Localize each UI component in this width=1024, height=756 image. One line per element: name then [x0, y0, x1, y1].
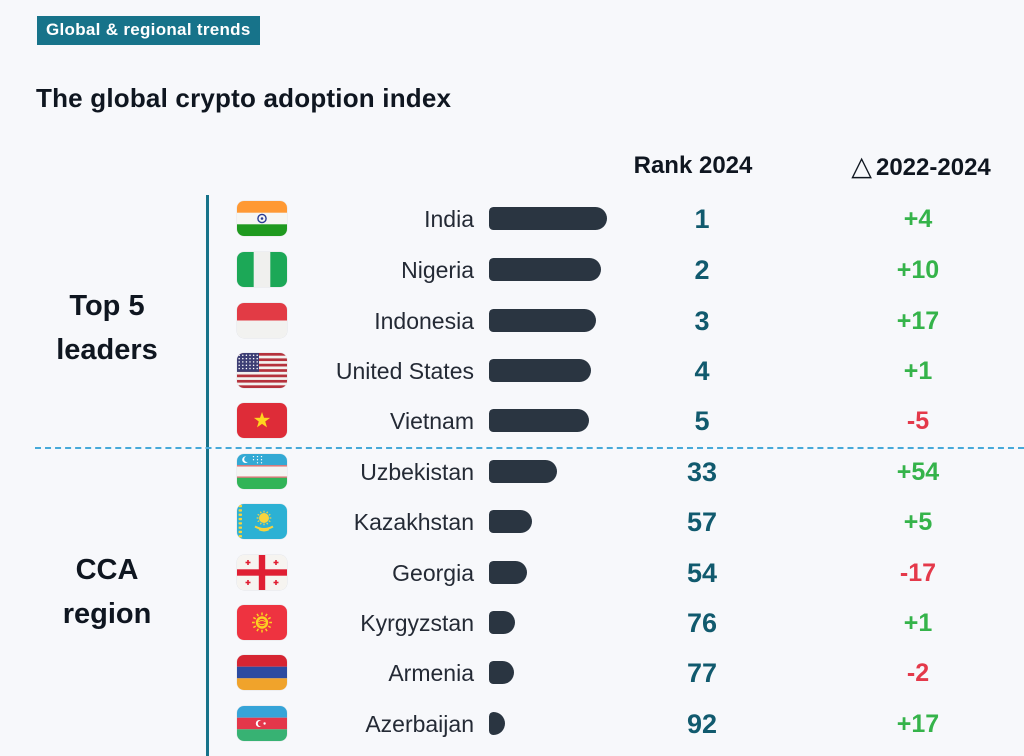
group-label-line: CCA — [75, 554, 139, 586]
country-label: Indonesia — [374, 308, 474, 334]
adoption-bar — [489, 460, 557, 483]
rank-value: 92 — [686, 709, 718, 739]
country-label: Nigeria — [401, 257, 474, 283]
adoption-bar — [489, 611, 515, 634]
group-label-line: region — [62, 598, 152, 630]
flag-uzbekistan-icon — [237, 454, 287, 489]
country-label: Georgia — [392, 560, 474, 586]
table-row-azerbaijan: Azerbaijan 92 +17 — [0, 699, 1024, 749]
delta-2022-2024-column-header: △ 2022-2024 — [826, 151, 1016, 183]
delta-value: +1 — [903, 609, 933, 637]
table-row-armenia: Armenia 77 -2 — [0, 648, 1024, 698]
delta-value: +54 — [896, 458, 940, 486]
table-row-georgia: Georgia 54 -17 — [0, 548, 1024, 598]
table-row-kazakhstan: Kazakhstan 57 +5 — [0, 497, 1024, 547]
rank-2024-column-header: Rank 2024 — [633, 152, 753, 179]
delta-value: +10 — [896, 256, 940, 284]
flag-armenia-icon — [237, 655, 287, 690]
adoption-bar — [489, 258, 601, 281]
country-label: Armenia — [388, 660, 474, 686]
section-badge: Global & regional trends — [37, 16, 260, 45]
country-label: Kazakhstan — [353, 509, 474, 535]
rank-value: 1 — [694, 204, 710, 234]
flag-india-icon — [237, 201, 287, 236]
country-label: Kyrgyzstan — [360, 610, 474, 636]
country-label: Vietnam — [390, 408, 474, 434]
flag-kazakhstan-icon — [237, 504, 287, 539]
group-label-line: leaders — [56, 334, 158, 366]
rank-value: 2 — [694, 255, 710, 285]
delta-value: +17 — [896, 307, 940, 335]
delta-value: +5 — [903, 508, 933, 536]
delta-header-label: 2022-2024 — [875, 154, 991, 181]
flag-azerbaijan-icon — [237, 706, 287, 741]
country-label: India — [424, 206, 474, 232]
rank-value: 3 — [694, 306, 710, 336]
group-divider-vertical-line — [206, 195, 209, 756]
adoption-bar — [489, 207, 607, 230]
rank-value: 4 — [694, 356, 710, 386]
table-row-kyrgyzstan: Kyrgyzstan 76 +1 — [0, 598, 1024, 648]
rank-value: 33 — [686, 457, 718, 487]
flag-usa-icon — [237, 353, 287, 388]
group-label-cca-region: CCA region — [0, 548, 214, 636]
delta-value: -17 — [899, 559, 937, 587]
adoption-bar — [489, 510, 532, 533]
group-label-top5-leaders: Top 5 leaders — [0, 284, 214, 372]
delta-value: -5 — [906, 407, 930, 435]
adoption-bar — [489, 409, 589, 432]
delta-value: +17 — [896, 710, 940, 738]
group-label-line: Top 5 — [69, 290, 145, 322]
flag-indonesia-icon — [237, 303, 287, 338]
table-row-indonesia: Indonesia 3 +17 — [0, 296, 1024, 346]
table-row-india: India 1 +4 — [0, 194, 1024, 244]
flag-vietnam-icon — [237, 403, 287, 438]
flag-nigeria-icon — [237, 252, 287, 287]
flag-georgia-icon — [237, 555, 287, 590]
rank-value: 57 — [686, 507, 718, 537]
table-row-usa: United States 4 +1 — [0, 346, 1024, 396]
flag-kyrgyzstan-icon — [237, 605, 287, 640]
adoption-bar — [489, 359, 591, 382]
adoption-bar — [489, 309, 596, 332]
table-row-uzbekistan: Uzbekistan 33 +54 — [0, 447, 1024, 497]
delta-triangle-icon: △ — [851, 151, 872, 181]
group-separator-dashed-line — [35, 447, 1024, 449]
rank-value: 54 — [686, 558, 718, 588]
adoption-bar — [489, 561, 527, 584]
rank-value: 76 — [686, 608, 718, 638]
delta-value: -2 — [906, 659, 930, 687]
country-label: Uzbekistan — [360, 459, 474, 485]
adoption-bar — [489, 661, 514, 684]
adoption-bar — [489, 712, 505, 735]
delta-value: +1 — [903, 357, 933, 385]
table-row-vietnam: Vietnam 5 -5 — [0, 396, 1024, 446]
delta-value: +4 — [903, 205, 933, 233]
country-label: Azerbaijan — [365, 711, 474, 737]
page-title: The global crypto adoption index — [36, 83, 452, 113]
rank-value: 77 — [686, 658, 718, 688]
rank-value: 5 — [694, 406, 710, 436]
country-label: United States — [335, 358, 474, 384]
table-row-nigeria: Nigeria 2 +10 — [0, 245, 1024, 295]
